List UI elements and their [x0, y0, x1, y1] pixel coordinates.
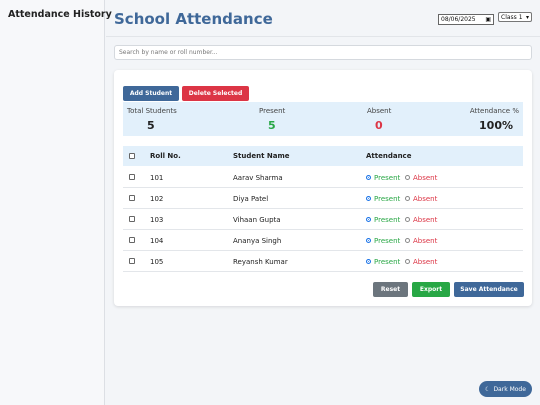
row-checkbox[interactable]: [129, 174, 135, 180]
absent-radio[interactable]: [405, 196, 410, 201]
date-input[interactable]: 08/06/2025 ▣: [438, 14, 494, 25]
table-row: 102 Diya Patel Present Absent: [123, 188, 523, 209]
present-count-label: Present: [259, 107, 286, 115]
present-radio[interactable]: [366, 196, 371, 201]
student-name: Reyansh Kumar: [233, 258, 288, 266]
attendance-pct-value: 100%: [479, 119, 513, 132]
roll-number: 104: [150, 237, 164, 245]
class-select-value: Class 1: [501, 13, 523, 21]
table-row: 104 Ananya Singh Present Absent: [123, 230, 523, 251]
present-radio[interactable]: [366, 175, 371, 180]
present-radio[interactable]: [366, 217, 371, 222]
present-count-value: 5: [268, 119, 276, 132]
class-select[interactable]: Class 1 ▾: [498, 12, 532, 22]
roll-number: 105: [150, 258, 164, 266]
dark-mode-toggle[interactable]: ☾ Dark Mode: [479, 381, 532, 397]
row-checkbox[interactable]: [129, 195, 135, 201]
total-students-label: Total Students: [127, 107, 177, 115]
total-students-value: 5: [147, 119, 155, 132]
main-content: School Attendance 08/06/2025 ▣ Class 1 ▾…: [106, 0, 540, 405]
column-header-attendance: Attendance: [366, 152, 412, 160]
add-student-button[interactable]: Add Student: [123, 86, 179, 101]
absent-radio[interactable]: [405, 259, 410, 264]
stats-panel: Total Students 5 Present 5 Absent 0 Atte…: [123, 102, 523, 136]
column-header-name: Student Name: [233, 152, 290, 160]
header-divider: [106, 36, 540, 37]
student-name: Ananya Singh: [233, 237, 282, 245]
absent-count-value: 0: [375, 119, 383, 132]
row-checkbox[interactable]: [129, 258, 135, 264]
absent-radio[interactable]: [405, 175, 410, 180]
table-row: 105 Reyansh Kumar Present Absent: [123, 251, 523, 272]
sidebar-title: Attendance History: [8, 9, 112, 20]
dark-mode-label: Dark Mode: [493, 385, 526, 393]
present-radio[interactable]: [366, 259, 371, 264]
export-button[interactable]: Export: [412, 282, 450, 297]
attendance-card: Add Student Delete Selected Total Studen…: [114, 70, 532, 306]
table-row: 103 Vihaan Gupta Present Absent: [123, 209, 523, 230]
student-name: Aarav Sharma: [233, 174, 283, 182]
row-checkbox[interactable]: [129, 216, 135, 222]
absent-radio-label[interactable]: Absent: [413, 216, 438, 224]
attendance-pct-label: Attendance %: [469, 107, 519, 115]
absent-radio[interactable]: [405, 238, 410, 243]
sidebar: Attendance History: [0, 0, 112, 405]
save-attendance-button[interactable]: Save Attendance: [454, 282, 524, 297]
present-radio[interactable]: [366, 238, 371, 243]
chevron-down-icon: ▾: [525, 13, 529, 21]
absent-radio-label[interactable]: Absent: [413, 174, 438, 182]
absent-radio-label[interactable]: Absent: [413, 258, 438, 266]
present-radio-label[interactable]: Present: [374, 237, 401, 245]
row-checkbox[interactable]: [129, 237, 135, 243]
absent-radio[interactable]: [405, 217, 410, 222]
table-row: 101 Aarav Sharma Present Absent: [123, 167, 523, 188]
select-all-checkbox[interactable]: [129, 153, 135, 159]
absent-radio-label[interactable]: Absent: [413, 195, 438, 203]
roll-number: 101: [150, 174, 164, 182]
delete-selected-button[interactable]: Delete Selected: [182, 86, 249, 101]
moon-icon: ☾: [485, 385, 491, 393]
page-title: School Attendance: [114, 10, 273, 28]
absent-count-label: Absent: [367, 107, 392, 115]
student-name: Vihaan Gupta: [233, 216, 281, 224]
present-radio-label[interactable]: Present: [374, 174, 401, 182]
present-radio-label[interactable]: Present: [374, 216, 401, 224]
student-name: Diya Patel: [233, 195, 269, 203]
absent-radio-label[interactable]: Absent: [413, 237, 438, 245]
column-header-roll: Roll No.: [150, 152, 181, 160]
present-radio-label[interactable]: Present: [374, 258, 401, 266]
search-placeholder: Search by name or roll number...: [119, 49, 218, 56]
reset-button[interactable]: Reset: [373, 282, 408, 297]
present-radio-label[interactable]: Present: [374, 195, 401, 203]
roll-number: 103: [150, 216, 164, 224]
date-value: 08/06/2025: [441, 16, 476, 23]
search-input[interactable]: Search by name or roll number...: [114, 45, 532, 60]
roll-number: 102: [150, 195, 164, 203]
table-header: Roll No. Student Name Attendance: [123, 146, 523, 166]
calendar-icon[interactable]: ▣: [485, 15, 491, 23]
